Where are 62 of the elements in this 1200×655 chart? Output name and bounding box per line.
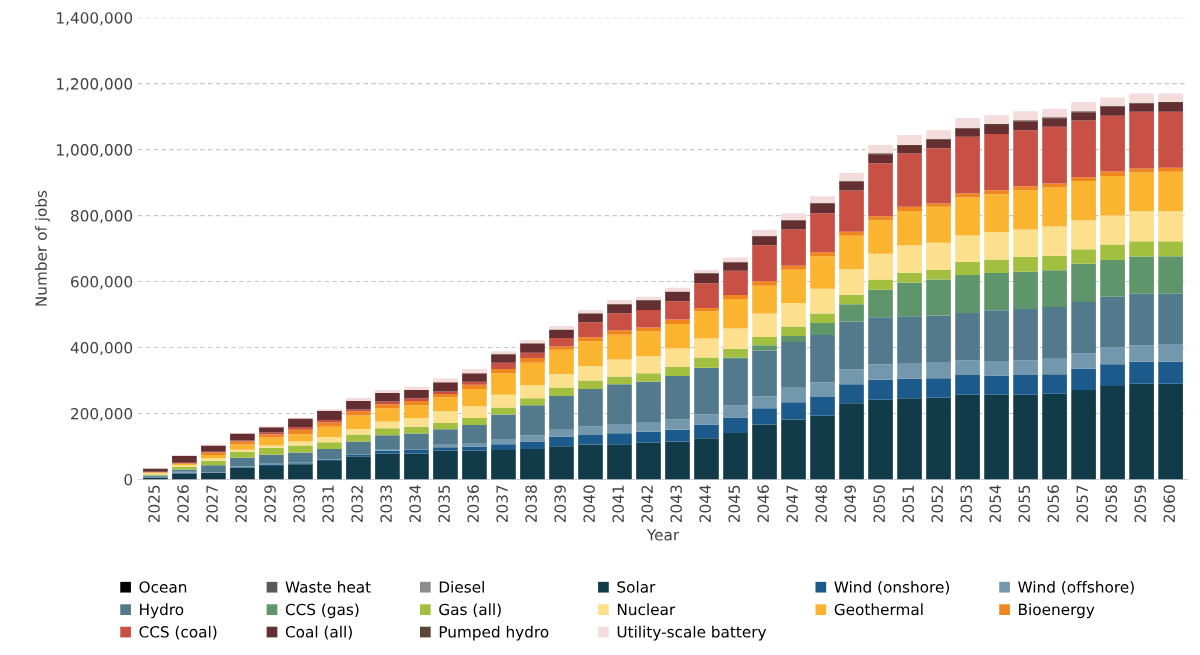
x-tick-label: 2057: [1076, 485, 1089, 523]
x-tick-label: 2033: [380, 485, 392, 523]
x-axis-title: Year: [646, 529, 680, 541]
x-tick-label: 2037: [496, 485, 508, 523]
y-tick-label: 1,200,000: [57, 78, 133, 92]
x-tick-label: 2047: [786, 485, 798, 523]
x-tick-label: 2058: [1105, 485, 1118, 523]
legend-label: Hydro: [140, 603, 184, 619]
x-tick-label: 2050: [873, 485, 885, 523]
legend-label: Geothermal: [834, 603, 923, 616]
x-tick-label: 2045: [728, 485, 740, 523]
legend-label: Coal (all): [285, 625, 352, 640]
x-tick-label: 2044: [699, 485, 711, 523]
x-tick-label: 2043: [670, 485, 682, 523]
legend-label: Gas (all): [439, 603, 501, 617]
y-tick-label: 1,000,000: [57, 144, 133, 158]
x-tick-label: 2027: [206, 485, 218, 523]
x-tick-label: 2026: [177, 485, 189, 523]
y-tick-label: 0: [124, 473, 133, 486]
legend-label: CCS (gas): [285, 603, 359, 619]
x-tick-label: 2041: [612, 485, 624, 523]
legend-label: Wind (onshore): [834, 580, 950, 595]
x-tick-label: 2056: [1047, 485, 1060, 523]
legend-label: Bioenergy: [1019, 603, 1095, 619]
x-tick-label: 2032: [351, 485, 363, 523]
x-tick-label: 2038: [525, 485, 537, 523]
x-tick-label: 2049: [844, 485, 856, 523]
x-tick-label: 2054: [989, 485, 1001, 523]
x-tick-label: 2035: [438, 485, 450, 523]
legend-label: Diesel: [439, 580, 484, 593]
legend-label: Ocean: [139, 581, 187, 593]
legend-label: Utility-scale battery: [617, 625, 767, 641]
y-tick-label: 800,000: [71, 210, 133, 224]
legend-label: Waste heat: [285, 580, 371, 593]
x-tick-label: 2029: [264, 485, 276, 523]
y-tick-label: 400,000: [70, 341, 133, 356]
x-tick-label: 2036: [467, 485, 479, 523]
x-tick-label: 2046: [757, 485, 769, 523]
x-tick-label: 2025: [148, 485, 160, 523]
x-tick-label: 2060: [1163, 485, 1176, 523]
x-tick-label: 2028: [235, 485, 247, 523]
x-tick-label: 2048: [815, 485, 827, 523]
x-tick-label: 2034: [409, 485, 421, 523]
x-tick-label: 2053: [960, 485, 972, 523]
y-tick-label: 200,000: [71, 407, 133, 422]
legend-label: Nuclear: [617, 603, 676, 616]
y-tick-label: 1,400,000: [57, 12, 133, 26]
x-tick-label: 2030: [293, 485, 305, 523]
x-tick-label: 2059: [1134, 485, 1147, 523]
x-tick-label: 2039: [554, 485, 566, 523]
x-tick-label: 2042: [641, 485, 653, 523]
y-axis-title: Number of jobs: [35, 190, 50, 306]
y-tick-label: 600,000: [71, 276, 133, 290]
x-tick-label: 2040: [583, 485, 595, 523]
x-tick-label: 2055: [1018, 485, 1030, 523]
legend-label: CCS (coal): [139, 625, 217, 640]
x-tick-label: 2052: [931, 485, 943, 523]
x-tick-label: 2031: [322, 485, 334, 523]
x-tick-label: 2051: [902, 485, 914, 523]
legend-label: Pumped hydro: [439, 625, 549, 641]
legend-label: Wind (offshore): [1018, 580, 1134, 595]
legend-label: Solar: [617, 580, 656, 593]
